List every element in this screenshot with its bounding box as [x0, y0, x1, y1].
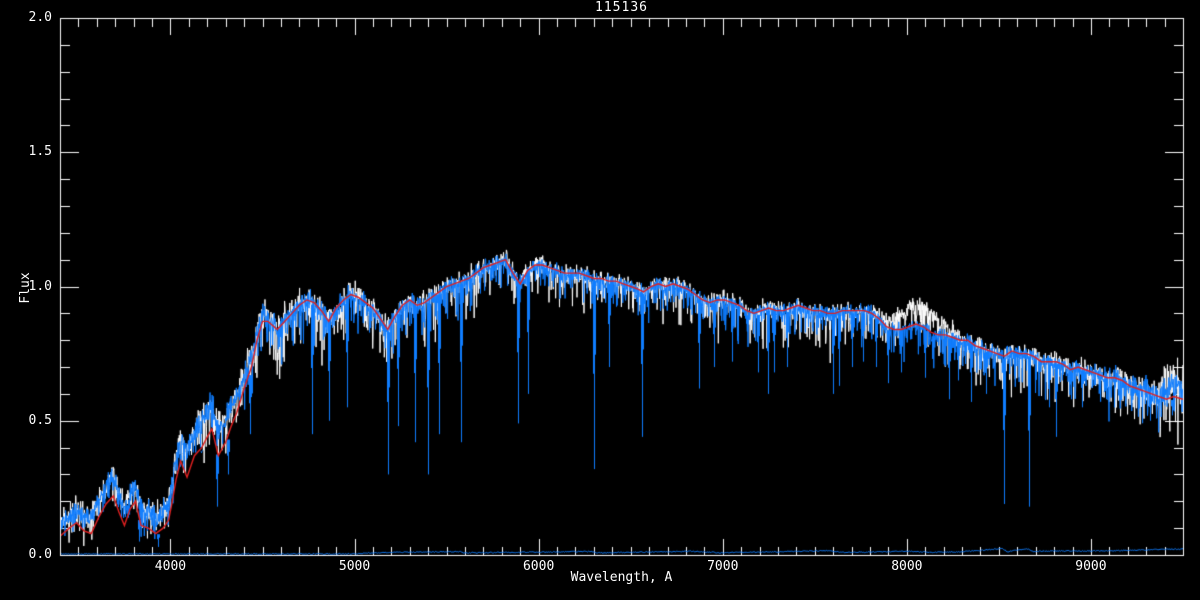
y-tick-label: 2.0 — [28, 10, 52, 25]
y-tick-label: 1.0 — [28, 278, 52, 294]
x-tick-label: 7000 — [707, 559, 739, 574]
y-tick-label: 0.5 — [28, 412, 52, 428]
x-tick-label: 8000 — [891, 559, 923, 574]
x-tick-label: 5000 — [338, 559, 371, 574]
x-tick-label: 9000 — [1075, 559, 1107, 574]
x-tick-label: 6000 — [522, 559, 555, 574]
x-tick-label: 4000 — [154, 559, 187, 574]
x-axis-label: Wavelength, A — [570, 570, 673, 585]
y-tick-label: 1.5 — [28, 144, 52, 160]
y-tick-label: 0.0 — [28, 547, 52, 562]
plot-title: 115136 — [595, 0, 648, 15]
